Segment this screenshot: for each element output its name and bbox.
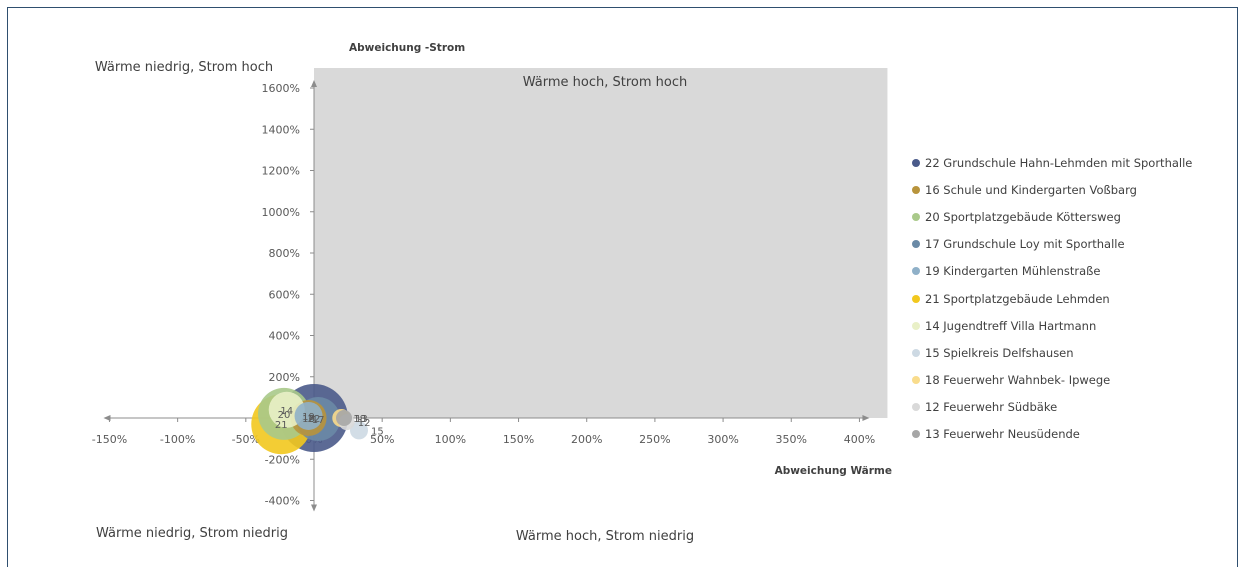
- y-tick-label: 800%: [269, 247, 300, 260]
- y-tick-label: 1200%: [262, 165, 300, 178]
- legend-item: 14 Jugendtreff Villa Hartmann: [912, 312, 1242, 339]
- x-tick-label: -150%: [92, 433, 127, 446]
- legend-item: 22 Grundschule Hahn-Lehmden mit Sporthal…: [912, 149, 1242, 176]
- bubble-label-17: 17: [312, 415, 325, 426]
- legend-item: 16 Schule und Kindergarten Voßbarg: [912, 176, 1242, 203]
- bubble-label-12: 12: [358, 418, 371, 429]
- legend-marker: [912, 240, 920, 249]
- bubble-label-22: 22: [308, 414, 321, 425]
- bubble-label-19: 19: [302, 412, 315, 423]
- x-axis-title: Abweichung Wärme: [775, 465, 892, 477]
- bubble-label-18: 18: [353, 414, 366, 425]
- y-tick-label: -200%: [265, 453, 300, 466]
- x-tick-label: -50%: [232, 433, 260, 446]
- y-tick-label: 1600%: [262, 82, 300, 95]
- bubble-label-16: 16: [302, 414, 315, 425]
- legend-label: 21 Sportplatzgebäude Lehmden: [925, 291, 1110, 306]
- x-axis-arrow-left: [103, 415, 111, 421]
- legend-marker: [912, 403, 920, 412]
- y-tick-label: 600%: [269, 288, 300, 301]
- legend-marker: [912, 348, 920, 357]
- y-axis-arrow-up: [311, 80, 317, 87]
- bubble-13: [335, 410, 352, 426]
- y-tick-label: 200%: [269, 371, 300, 384]
- legend-label: 18 Feuerwehr Wahnbek- Ipwege: [925, 373, 1111, 388]
- legend-label: 16 Schule und Kindergarten Voßbarg: [925, 182, 1137, 197]
- bubble-label-21: 21: [275, 420, 288, 431]
- bubble-19: [294, 401, 323, 430]
- quadrant-bottom-right: [314, 418, 888, 546]
- legend-label: 15 Spielkreis Delfshausen: [925, 345, 1074, 360]
- y-tick-label: -400%: [265, 495, 300, 508]
- x-tick-label: 300%: [707, 433, 738, 446]
- quadrant-top-left: [69, 56, 314, 418]
- x-tick-label: 250%: [639, 433, 670, 446]
- y-tick-label: 1000%: [262, 206, 300, 219]
- x-tick-label: 150%: [503, 433, 534, 446]
- legend-item: 19 Kindergarten Mühlenstraße: [912, 258, 1242, 285]
- legend-marker: [912, 158, 920, 167]
- y-axis-title: Abweichung -Strom: [349, 42, 465, 54]
- legend-item: 21 Sportplatzgebäude Lehmden: [912, 285, 1242, 312]
- x-tick-label: 50%: [370, 433, 394, 446]
- legend-marker: [912, 185, 920, 194]
- bubble-15: [349, 421, 368, 440]
- legend-marker: [912, 321, 920, 330]
- bubble-label-15: 15: [371, 426, 384, 437]
- legend-marker: [912, 212, 920, 221]
- bubble-chart: -150%-100%-50%0%50%100%150%200%250%300%3…: [69, 42, 892, 546]
- legend-item: 20 Sportplatzgebäude Köttersweg: [912, 203, 1242, 230]
- x-tick-label: 200%: [571, 433, 602, 446]
- x-tick-label: 400%: [844, 433, 875, 446]
- quadrant-label-bottom-right: Wärme hoch, Strom niedrig: [516, 529, 694, 544]
- legend-label: 22 Grundschule Hahn-Lehmden mit Sporthal…: [925, 155, 1193, 170]
- legend-label: 20 Sportplatzgebäude Köttersweg: [925, 209, 1121, 224]
- legend-label: 19 Kindergarten Mühlenstraße: [925, 264, 1101, 279]
- legend-label: 17 Grundschule Loy mit Sporthalle: [925, 237, 1125, 252]
- legend: 22 Grundschule Hahn-Lehmden mit Sporthal…: [912, 149, 1242, 448]
- x-tick-label: -100%: [160, 433, 195, 446]
- legend-item: 15 Spielkreis Delfshausen: [912, 339, 1242, 366]
- legend-marker: [912, 430, 920, 439]
- quadrant-label-top-left: Wärme niedrig, Strom hoch: [95, 60, 273, 75]
- quadrant-top-right: [314, 68, 888, 418]
- x-tick-label: 350%: [776, 433, 807, 446]
- legend-label: 14 Jugendtreff Villa Hartmann: [925, 318, 1097, 333]
- y-axis-arrow-down: [311, 504, 317, 512]
- bubble-label-13: 13: [355, 414, 368, 425]
- legend-label: 13 Feuerwehr Neusüdende: [925, 427, 1080, 442]
- bubble-label-14: 14: [280, 406, 293, 417]
- bubble-label-20: 20: [278, 410, 291, 421]
- legend-item: 12 Feuerwehr Südbäke: [912, 394, 1242, 421]
- y-tick-label: 1400%: [262, 123, 300, 136]
- quadrant-label-bottom-left: Wärme niedrig, Strom niedrig: [96, 526, 288, 541]
- chart-frame: -150%-100%-50%0%50%100%150%200%250%300%3…: [7, 7, 1238, 567]
- quadrant-label-top-right: Wärme hoch, Strom hoch: [523, 75, 687, 90]
- legend-item: 18 Feuerwehr Wahnbek- Ipwege: [912, 367, 1242, 394]
- legend-marker: [912, 267, 920, 276]
- legend-marker: [912, 294, 920, 303]
- x-tick-label: 100%: [435, 433, 466, 446]
- legend-label: 12 Feuerwehr Südbäke: [925, 400, 1058, 415]
- legend-marker: [912, 376, 920, 385]
- y-tick-label: 400%: [269, 330, 300, 343]
- x-axis-arrow-right: [862, 415, 870, 421]
- legend-item: 17 Grundschule Loy mit Sporthalle: [912, 231, 1242, 258]
- legend-item: 13 Feuerwehr Neusüdende: [912, 421, 1242, 448]
